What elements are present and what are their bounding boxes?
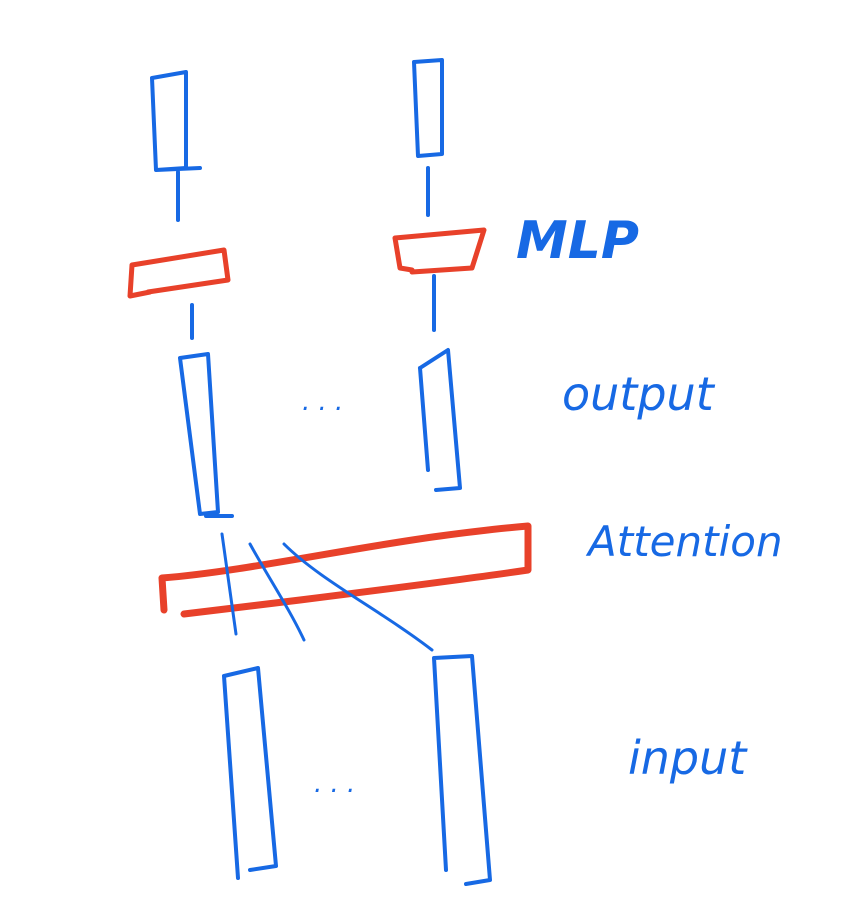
mlp-block-right [392, 227, 487, 275]
input-ellipsis: . . . [314, 769, 355, 799]
input-left-token-box [222, 666, 278, 880]
input-right-token-box [432, 654, 492, 886]
output-right-token-box [418, 348, 462, 492]
output-label: output [562, 367, 716, 421]
top-left-token-box [150, 70, 202, 172]
mlp-block-left [127, 247, 231, 299]
attention-line-2 [248, 542, 306, 642]
input-label: input [628, 731, 748, 785]
output-left-token-box [178, 352, 234, 518]
attention-band [158, 522, 532, 618]
attention-label: Attention [585, 517, 783, 566]
attention-line-3 [282, 542, 434, 652]
output-ellipsis: . . . [302, 387, 343, 417]
top-right-token-box [412, 58, 444, 158]
mlp-label: MLP [516, 211, 639, 271]
attention-line-1 [220, 532, 238, 636]
